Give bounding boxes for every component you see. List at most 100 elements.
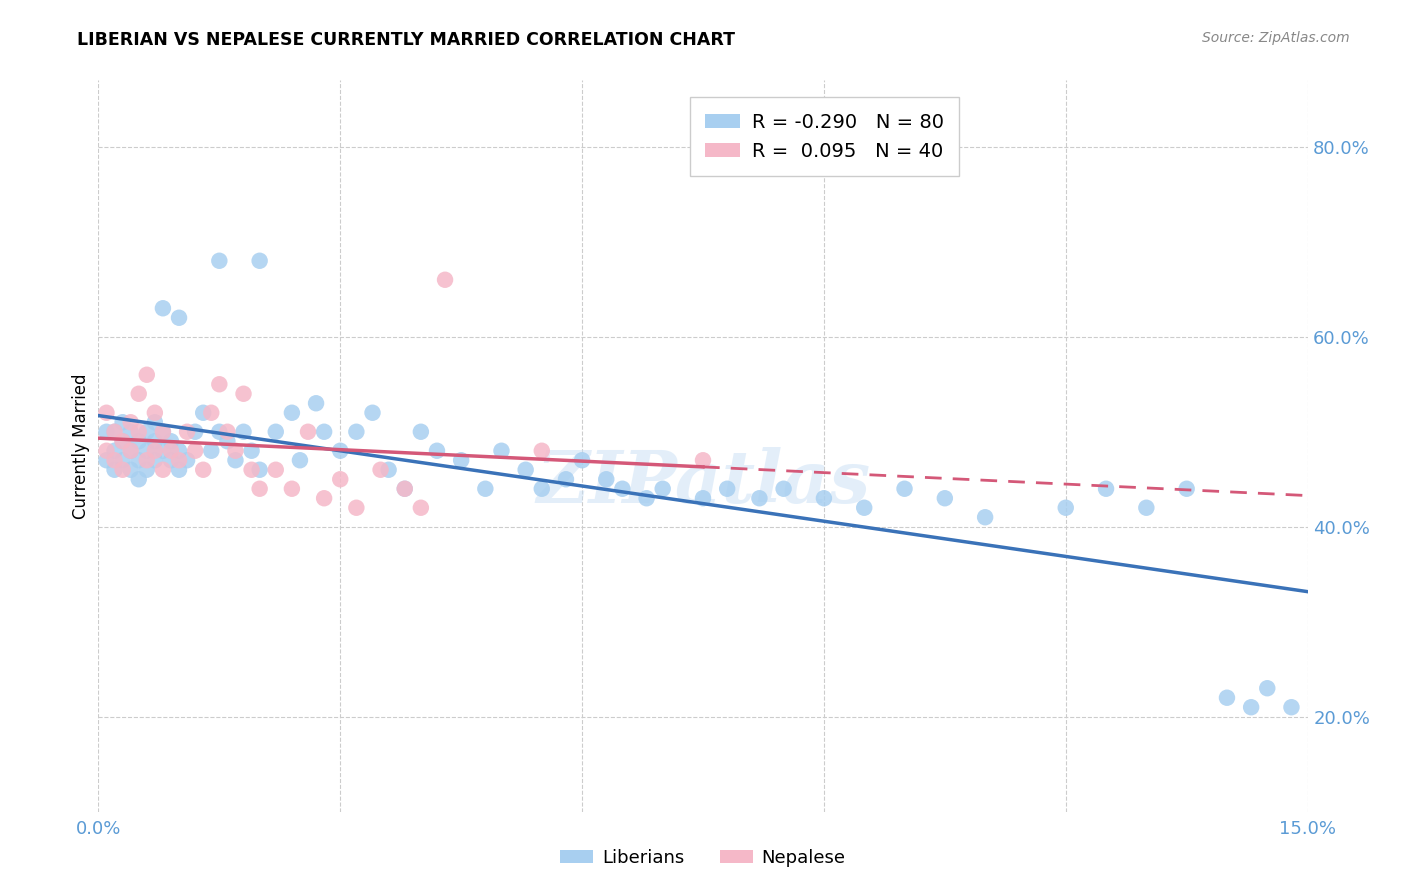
Point (152, 463, 174, 477)
Point (426, 443, 449, 458)
Point (813, 491, 835, 506)
Point (893, 482, 915, 496)
Point (96, 425, 118, 439)
Point (240, 463, 263, 477)
Point (555, 472, 578, 486)
Point (128, 386, 150, 401)
Point (217, 434, 239, 449)
Point (208, 425, 231, 439)
Point (167, 310, 190, 325)
Point (128, 472, 150, 486)
Point (111, 453, 134, 467)
Point (571, 453, 593, 467)
Point (143, 434, 166, 449)
Point (217, 425, 239, 439)
Point (281, 482, 304, 496)
Point (264, 425, 287, 439)
Point (135, 443, 157, 458)
Point (143, 415, 166, 429)
Point (515, 463, 537, 477)
Point (1135, 500, 1157, 515)
Point (160, 434, 183, 449)
Point (176, 453, 198, 467)
Point (200, 443, 222, 458)
Y-axis label: Currently Married: Currently Married (72, 373, 90, 519)
Point (160, 443, 183, 458)
Point (344, 425, 367, 439)
Point (152, 443, 174, 458)
Point (491, 443, 513, 458)
Point (120, 443, 142, 458)
Point (232, 425, 254, 439)
Point (651, 482, 673, 496)
Point (1095, 482, 1118, 496)
Point (96, 443, 118, 458)
Point (224, 443, 246, 458)
Point (474, 482, 496, 496)
Point (128, 453, 150, 467)
Point (176, 425, 198, 439)
Point (934, 491, 956, 506)
Point (103, 463, 125, 477)
Point (305, 396, 328, 410)
Point (974, 510, 997, 524)
Point (1256, 681, 1278, 696)
Point (103, 425, 125, 439)
Point (232, 386, 254, 401)
Point (128, 434, 150, 449)
Point (193, 406, 215, 420)
Point (692, 453, 714, 467)
Point (135, 368, 157, 382)
Point (240, 443, 263, 458)
Point (103, 443, 125, 458)
Point (344, 500, 367, 515)
Point (612, 482, 634, 496)
Point (103, 453, 125, 467)
Text: Source: ZipAtlas.com: Source: ZipAtlas.com (1202, 31, 1350, 45)
Point (167, 463, 190, 477)
Point (167, 443, 190, 458)
Point (1281, 700, 1303, 714)
Point (297, 425, 319, 439)
Point (1054, 500, 1077, 515)
Point (152, 425, 174, 439)
Point (716, 482, 738, 496)
Point (409, 500, 432, 515)
Point (111, 463, 134, 477)
Point (329, 443, 352, 458)
Point (160, 453, 183, 467)
Legend: Liberians, Nepalese: Liberians, Nepalese (553, 842, 853, 874)
Point (143, 406, 166, 420)
Point (530, 443, 553, 458)
Point (748, 491, 770, 506)
Point (208, 253, 231, 268)
Legend: R = -0.290   N = 80, R =  0.095   N = 40: R = -0.290 N = 80, R = 0.095 N = 40 (689, 97, 959, 176)
Point (853, 500, 876, 515)
Point (394, 482, 416, 496)
Text: ZIPatlas: ZIPatlas (536, 447, 870, 518)
Point (120, 425, 142, 439)
Point (636, 491, 658, 506)
Point (96, 406, 118, 420)
Point (281, 406, 304, 420)
Point (249, 253, 271, 268)
Point (96, 453, 118, 467)
Point (120, 443, 142, 458)
Point (152, 425, 174, 439)
Point (1216, 690, 1239, 705)
Point (249, 482, 271, 496)
Point (434, 273, 457, 287)
Point (111, 415, 134, 429)
Point (1175, 482, 1198, 496)
Point (143, 443, 166, 458)
Point (193, 463, 215, 477)
Point (111, 434, 134, 449)
Point (314, 491, 336, 506)
Point (167, 453, 190, 467)
Point (370, 463, 392, 477)
Point (530, 482, 553, 496)
Point (128, 425, 150, 439)
Point (329, 472, 352, 486)
Text: LIBERIAN VS NEPALESE CURRENTLY MARRIED CORRELATION CHART: LIBERIAN VS NEPALESE CURRENTLY MARRIED C… (77, 31, 735, 49)
Point (103, 425, 125, 439)
